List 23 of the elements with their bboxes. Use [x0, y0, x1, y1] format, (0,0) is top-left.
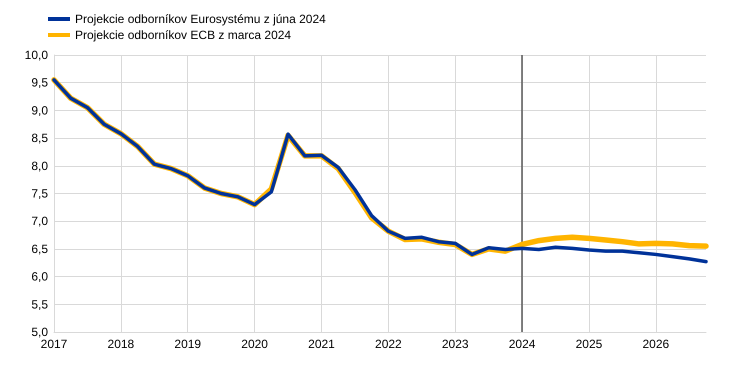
x-tick-label: 2025: [576, 337, 603, 351]
legend-label: Projekcie odborníkov ECB z marca 2024: [75, 28, 292, 42]
x-tick-label: 2026: [642, 337, 670, 351]
x-tick-label: 2017: [40, 337, 68, 351]
x-tick-label: 2024: [508, 337, 536, 351]
y-tick-label: 7,0: [31, 214, 48, 228]
x-tick-label: 2021: [308, 337, 336, 351]
y-tick-label: 6,0: [31, 270, 48, 284]
y-tick-label: 8,5: [31, 131, 48, 146]
x-tick-label: 2023: [442, 337, 469, 351]
x-tick-label: 2022: [375, 337, 402, 351]
x-tick-label: 2019: [174, 337, 202, 351]
y-tick-label: 9,5: [31, 76, 48, 90]
y-tick-label: 8,0: [31, 158, 48, 173]
y-tick-label: 7,5: [31, 186, 48, 200]
x-tick-label: 2020: [241, 337, 268, 351]
y-tick-label: 9,0: [31, 103, 48, 118]
legend-label: Projekcie odborníkov Eurosystému z júna 2024: [75, 12, 326, 26]
x-tick-label: 2018: [108, 337, 135, 351]
y-tick-label: 5,5: [31, 297, 48, 312]
y-tick-label: 5,0: [31, 325, 48, 339]
y-tick-label: 10,0: [24, 48, 48, 62]
y-tick-label: 6,5: [31, 242, 48, 256]
